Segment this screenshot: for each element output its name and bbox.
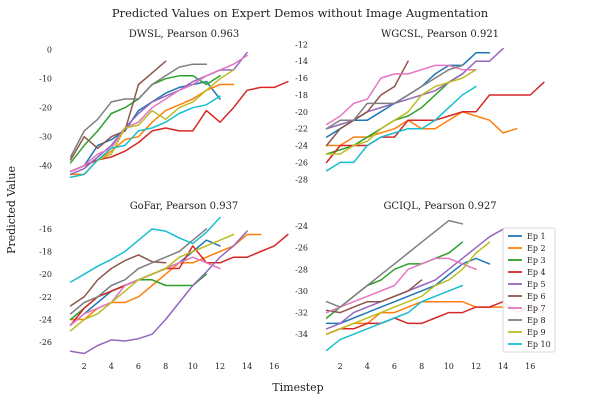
series-line-ep-4 [69,80,289,173]
series-line-ep-10 [325,85,477,172]
x-tick-label: 12 [215,362,225,371]
x-tick-label: 14 [498,362,508,371]
y-tick-label: -12 [295,40,308,49]
legend-label: Ep 1 [527,232,546,241]
y-tick-label: -26 [39,338,52,347]
x-tick-label: 10 [444,362,454,371]
y-tick-label: -18 [39,248,52,257]
series-line-ep-10 [69,95,221,179]
legend-label: Ep 4 [527,268,546,277]
y-tick-label: -10 [39,75,52,84]
legend-label: Ep 8 [527,316,546,325]
y-tick-label: -20 [39,104,52,113]
x-tick-label: 12 [471,362,481,371]
series-line-ep-7 [325,64,477,126]
legend: Ep 1 Ep 2 Ep 3 Ep 4 Ep 5 Ep 6 Ep 7 Ep 8 Ep 9 Ep 1… [502,227,556,353]
y-tick-label: -24 [39,315,52,324]
legend-label: Ep 10 [527,340,551,349]
series-line-ep-4 [69,233,289,326]
x-tick-label: 16 [525,362,535,371]
subplot-gofar: GoFar, Pearson 0.937 -16 -18 -20 -22 -24 -26 2… [39,201,289,371]
y-axis-label: Predicted Value [5,166,18,254]
series-line-ep-8 [325,219,464,308]
x-tick-label: 4 [365,362,370,371]
series-line-ep-5 [69,230,248,355]
series-line-ep-10 [69,216,221,283]
series-line-ep-5 [325,228,504,330]
legend-label: Ep 9 [527,328,546,337]
series-line-ep-6 [325,60,409,147]
subplot-title-gciql: GCIQL, Pearson 0.927 [383,201,496,212]
series-line-ep-7 [69,54,248,173]
figure-title: Predicted Values on Expert Demos without… [112,6,489,20]
y-tick-label: -32 [295,309,308,318]
series-line-ep-8 [325,64,464,130]
x-axis-label: Timestep [272,381,323,394]
y-tick-label: -14 [295,57,308,66]
y-tick-label: -24 [295,222,308,231]
series-line-ep-5 [69,51,248,176]
x-tick-label: 2 [338,362,343,371]
legend-label: Ep 2 [527,244,546,253]
y-tick-label: -26 [295,244,308,253]
series-line-ep-9 [325,68,477,155]
series-line-ep-7 [325,257,477,314]
subplot-wgcsl: WGCSL, Pearson 0.921 -12 -14 -16 -18 -20 -22 -… [295,29,545,184]
y-tick-label: -30 [39,133,52,142]
y-tick-label: -26 [295,158,308,167]
x-tick-label: 8 [163,362,168,371]
y-tick-label: -20 [39,270,52,279]
x-tick-label: 14 [242,362,252,371]
y-tick-label: 0 [47,46,52,55]
legend-label: Ep 7 [527,304,546,313]
y-tick-label: -40 [39,162,52,171]
x-tick-label: 10 [188,362,198,371]
series-line-ep-10 [325,284,464,352]
subplot-title-dwsl: DWSL, Pearson 0.963 [129,29,239,40]
y-tick-label: -30 [295,287,308,296]
x-tick-label: 6 [392,362,397,371]
y-tick-label: -16 [295,74,308,83]
x-tick-label: 4 [109,362,114,371]
y-tick-label: -16 [39,225,52,234]
x-tick-label: 16 [269,362,279,371]
legend-frame [502,227,556,353]
x-tick-label: 8 [419,362,424,371]
y-tick-label: -34 [295,330,308,339]
legend-label: Ep 3 [527,256,546,265]
legend-label: Ep 6 [527,292,546,301]
series-line-ep-9 [325,241,491,335]
series-line-ep-8 [69,63,208,158]
y-tick-label: -22 [39,293,52,302]
series-line-ep-6 [325,279,423,314]
x-tick-label: 2 [82,362,87,371]
subplot-title-gofar: GoFar, Pearson 0.937 [130,201,239,212]
series-line-ep-6 [69,60,167,161]
series-line-ep-3 [69,75,221,164]
y-tick-label: -20 [295,108,308,117]
subplot-title-wgcsl: WGCSL, Pearson 0.921 [381,29,499,40]
subplot-dwsl: DWSL, Pearson 0.963 0 -10 -20 -30 -40 [39,29,289,179]
legend-label: Ep 5 [527,280,546,289]
y-tick-label: -28 [295,175,308,184]
x-tick-label: 6 [136,362,141,371]
subplot-gciql: GCIQL, Pearson 0.927 -24 -26 -28 -30 -32 -34 2… [295,201,545,371]
y-tick-label: -24 [295,142,308,151]
y-tick-label: -18 [295,91,308,100]
series-line-ep-6 [69,254,167,307]
y-tick-label: -28 [295,265,308,274]
series-line-ep-1 [69,80,221,173]
series-line-ep-9 [69,233,235,332]
y-tick-label: -22 [295,125,308,134]
series-line-ep-8 [69,228,208,315]
